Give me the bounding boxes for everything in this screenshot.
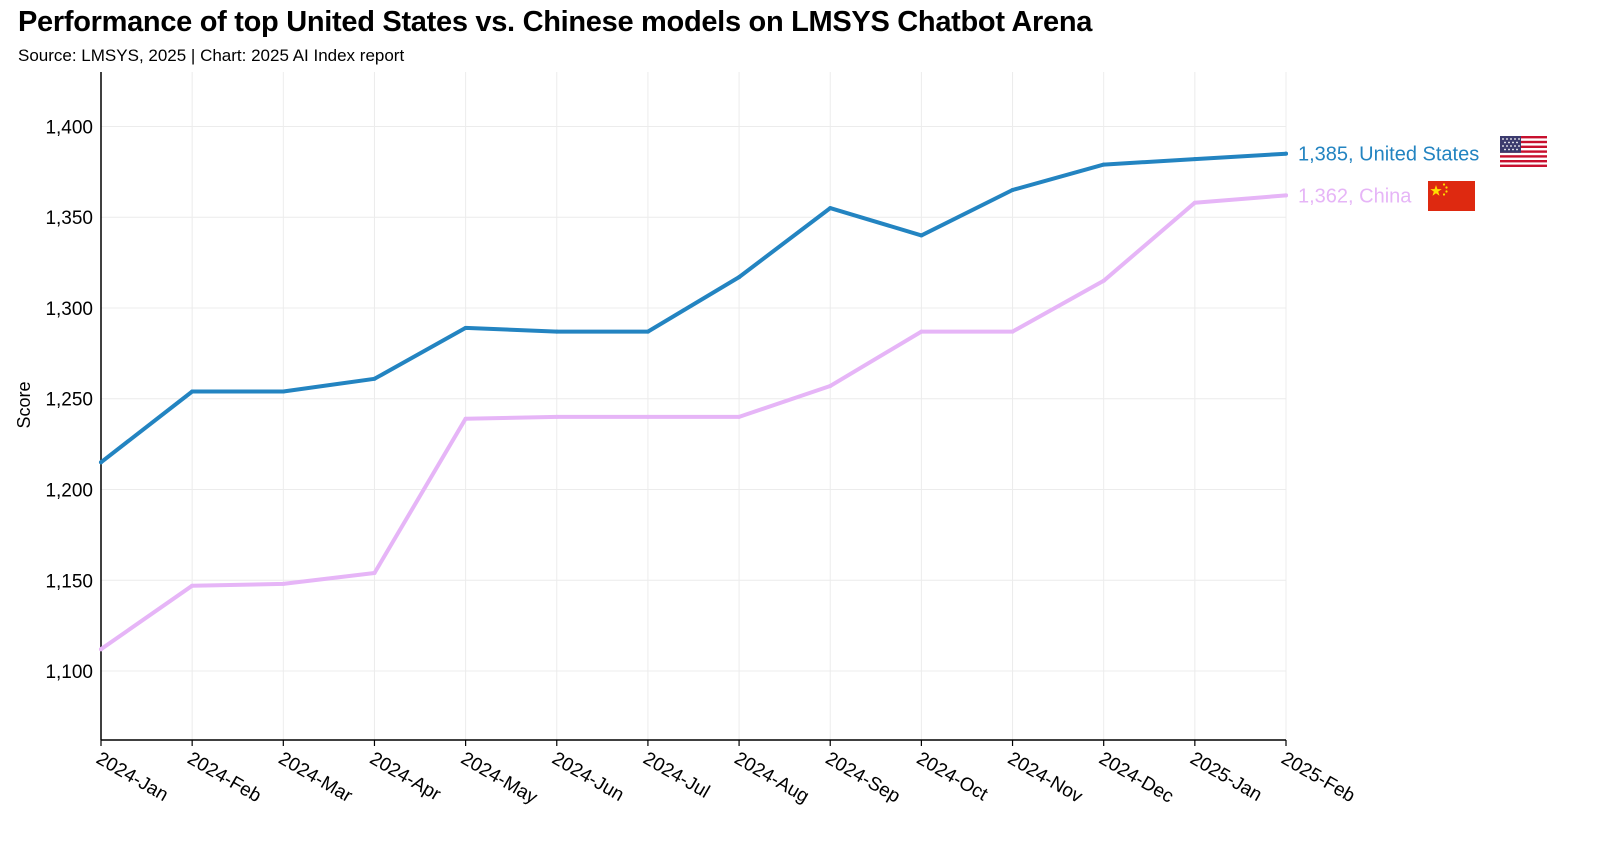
series-line-china (99, 193, 1288, 652)
data-point (190, 583, 195, 588)
y-tick-label: 1,100 (45, 662, 93, 683)
series-line-united-states (99, 151, 1288, 465)
data-point (281, 389, 286, 394)
axes (100, 72, 1286, 741)
data-point (737, 414, 742, 419)
end-labels: 1,385, United States 1,362, China (1298, 144, 1479, 208)
x-tick-label: 2024-Jan (93, 748, 172, 806)
china-flag-icon (1428, 181, 1475, 211)
x-tick-label: 2024-Jul (639, 748, 713, 803)
y-tick-label: 1,400 (45, 117, 93, 138)
data-point (372, 571, 377, 575)
y-tick-label: 1,150 (45, 571, 93, 592)
y-tick-label: 1,250 (45, 390, 93, 411)
x-tick-label: 2024-Jun (548, 748, 627, 806)
data-point (1284, 193, 1288, 198)
x-tick-label: 2024-May (457, 748, 541, 809)
chart-title: Performance of top United States vs. Chi… (18, 6, 1093, 38)
data-point (1192, 200, 1197, 205)
data-point (1010, 187, 1015, 192)
x-tick-label: 2025-Jan (1186, 748, 1265, 806)
x-tick-label: 2024-Sep (822, 748, 904, 807)
data-point (99, 460, 103, 465)
chart-subtitle: Source: LMSYS, 2025 | Chart: 2025 AI Ind… (18, 46, 405, 65)
series (99, 151, 1288, 652)
data-point (737, 275, 742, 280)
x-tick-label: 2025-Feb (1278, 748, 1359, 807)
data-point (99, 647, 103, 652)
x-tick-label: 2024-Apr (366, 748, 445, 806)
data-point (372, 376, 377, 381)
data-point (281, 581, 286, 586)
data-point (828, 206, 833, 211)
x-tick-label: 2024-Oct (913, 748, 992, 806)
data-point (463, 325, 468, 330)
y-tick-label: 1,350 (45, 208, 93, 229)
data-point (190, 389, 195, 394)
flags (1428, 136, 1547, 211)
x-tick-label: 2024-Feb (184, 748, 265, 807)
data-point (919, 233, 924, 238)
us-flag-icon (1500, 136, 1547, 167)
data-point (1010, 329, 1015, 334)
x-tick-labels: 2024-Jan 2024-Feb 2024-Mar 2024-Apr 2024-May… (93, 748, 1359, 809)
y-tick-label: 1,200 (45, 481, 93, 502)
grid (100, 72, 1287, 746)
data-point (554, 329, 559, 334)
data-point (463, 416, 468, 421)
y-tick-labels: 1,100 1,150 1,200 1,250 1,300 1,350 1,400 (45, 117, 93, 683)
end-label-united-states: 1,385, United States (1298, 144, 1479, 166)
x-tick-label: 2024-Aug (731, 748, 813, 807)
data-point (645, 414, 650, 419)
data-point (1284, 151, 1288, 156)
end-label-china: 1,362, China (1298, 185, 1412, 207)
x-tick-label: 2024-Nov (1004, 748, 1086, 808)
data-point (1192, 157, 1197, 162)
data-point (645, 329, 650, 334)
x-tick-label: 2024-Dec (1095, 748, 1177, 807)
data-point (828, 384, 833, 389)
y-tick-label: 1,300 (45, 299, 93, 320)
data-point (919, 329, 924, 334)
data-point (1101, 278, 1106, 283)
data-point (554, 414, 559, 419)
y-axis-title: Score (14, 381, 34, 428)
x-tick-label: 2024-Mar (275, 748, 357, 807)
data-point (1101, 162, 1106, 167)
